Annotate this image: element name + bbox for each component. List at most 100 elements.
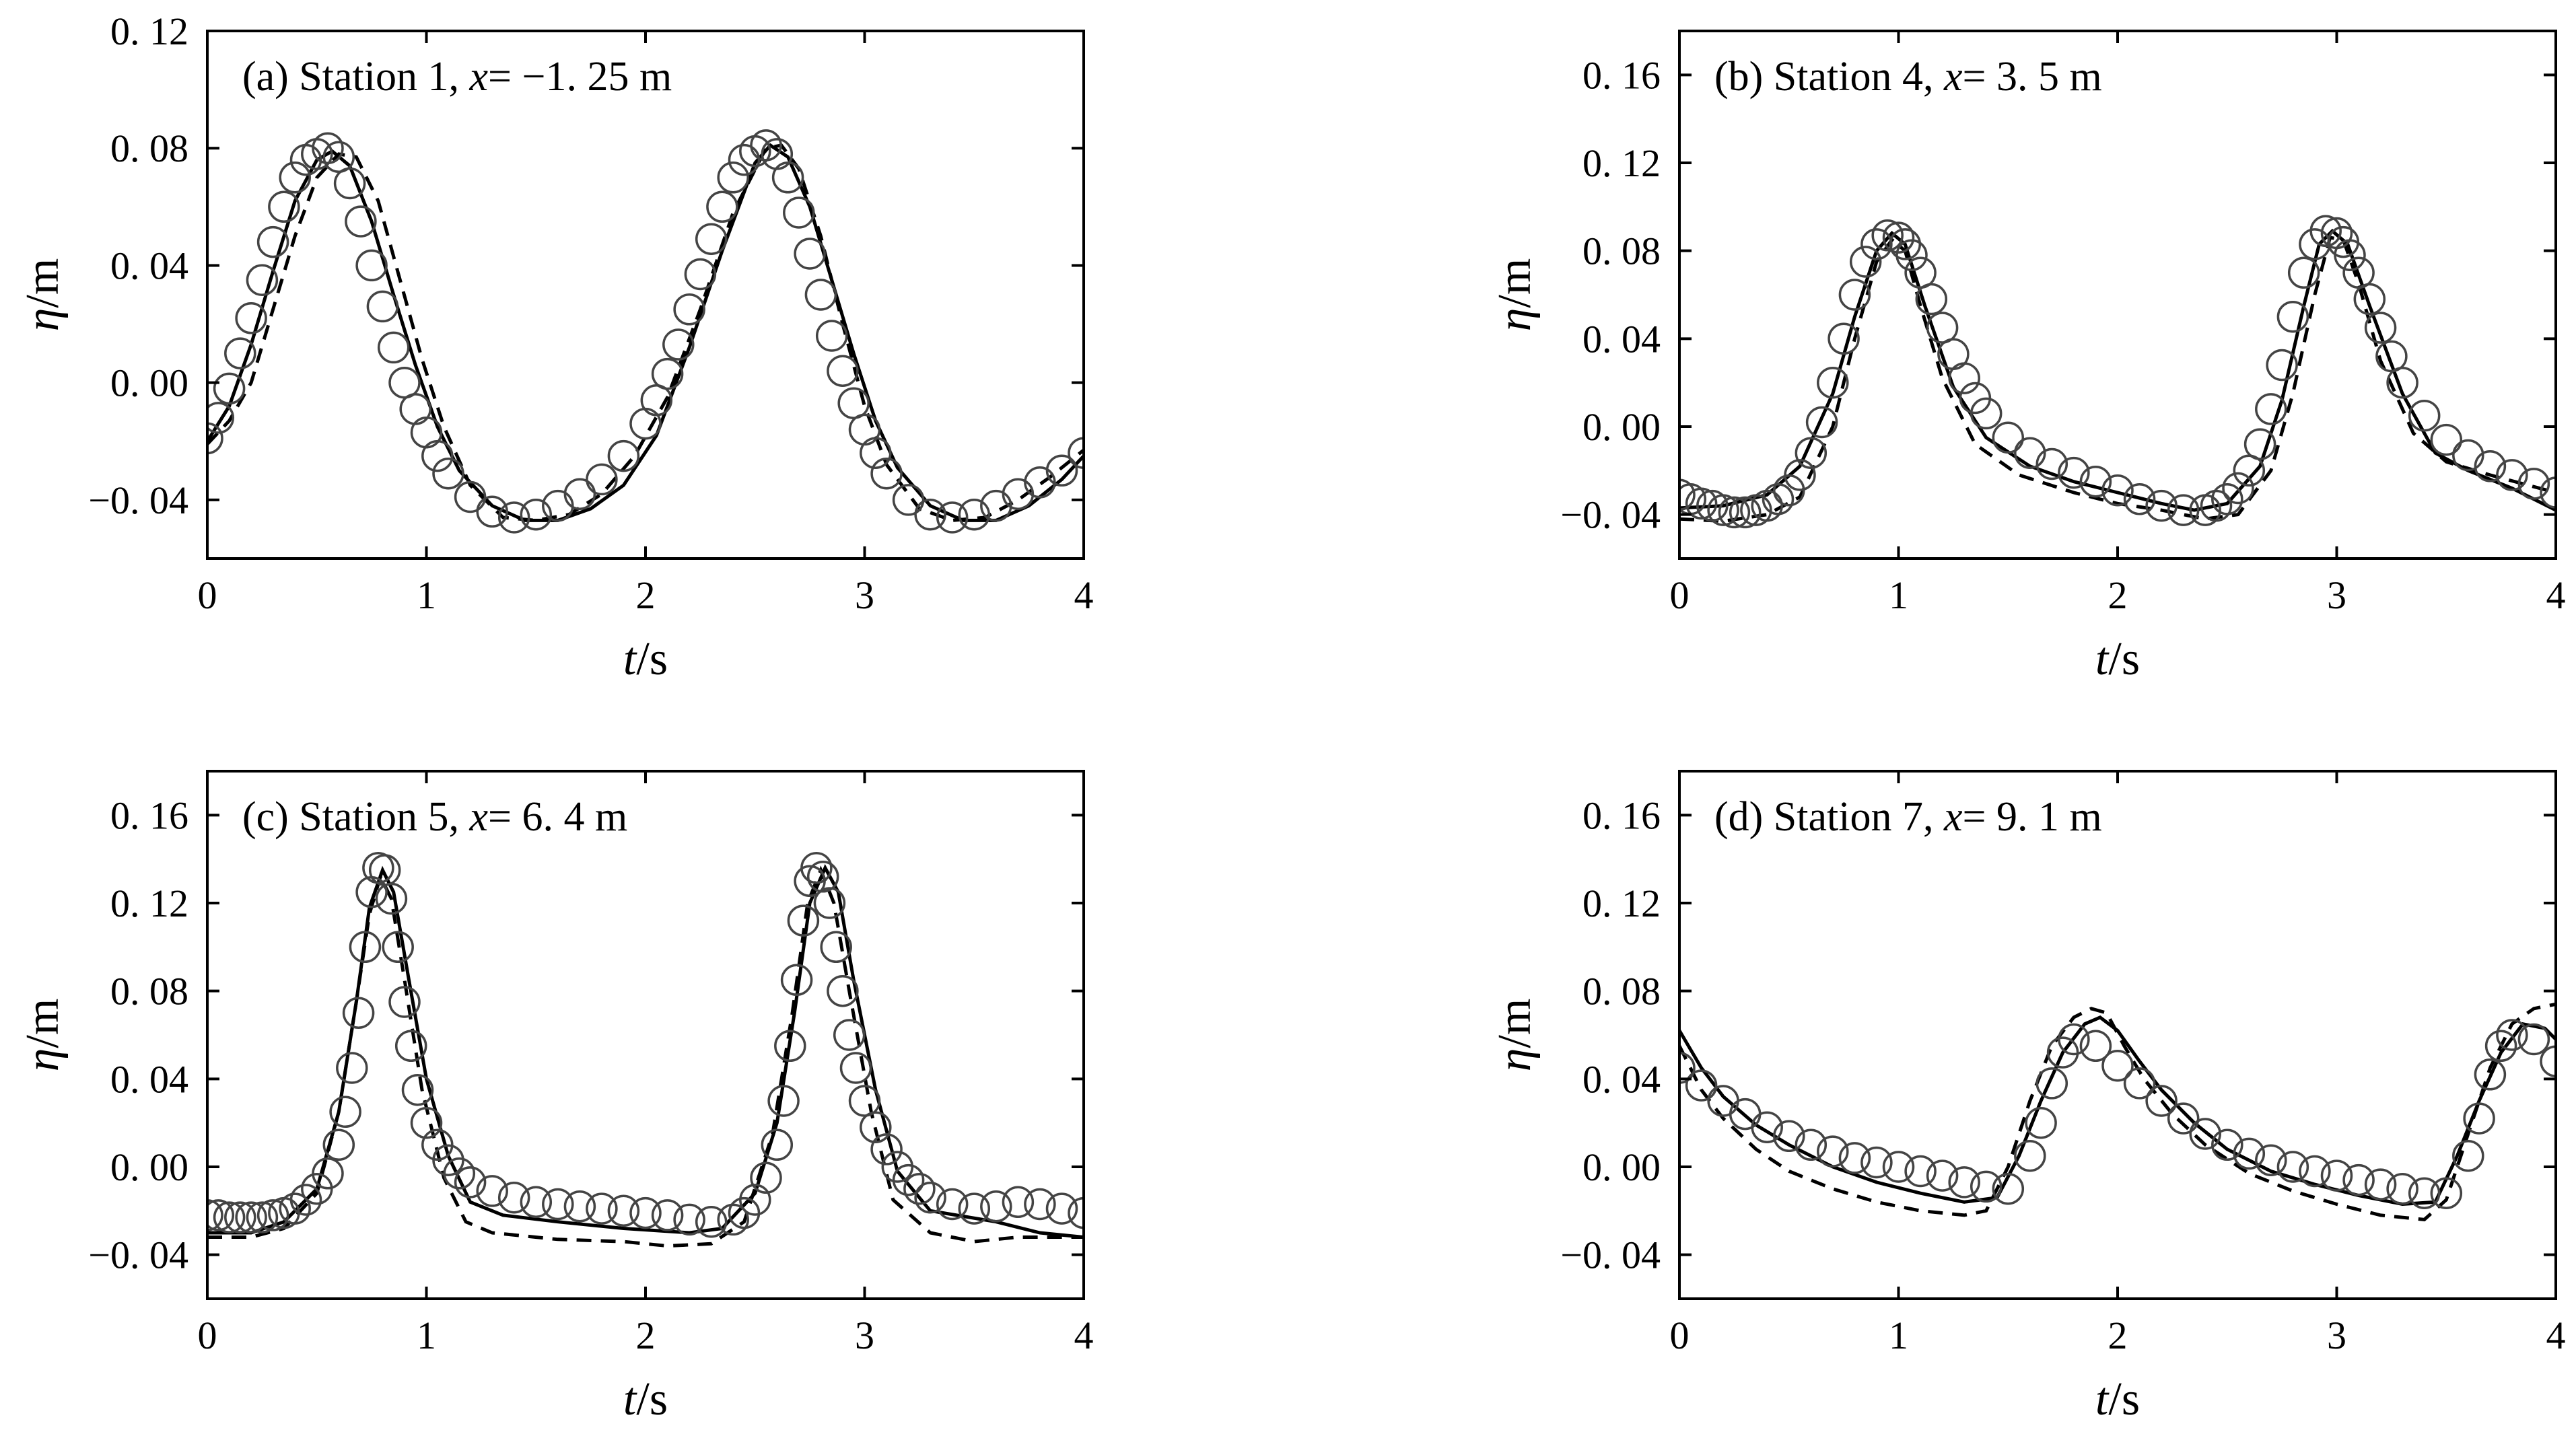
y-tick-label: 0. 08 [110,970,188,1013]
data-point [421,439,454,472]
data-point [2123,483,2156,515]
data-point [2101,474,2134,507]
data-point [388,366,421,399]
panel-2: 0 1 2 3 4 −0. 04 0. 00 0. 04 0. 08 0. 12 0. 16 (b) … [1489,30,2566,685]
data-point [892,484,925,516]
x-tick-label: 0 [1670,573,1690,617]
data-point [2386,1172,2418,1205]
y-tick-label: −0. 04 [1560,1233,1661,1277]
series-circles [207,851,1084,1238]
data-point [1948,362,1980,394]
x-tick-label: 3 [2327,573,2346,617]
data-point [312,1157,344,1190]
data-point [1992,1172,2025,1205]
data-point [345,205,377,238]
data-point [2334,239,2366,271]
panel-4: 0 1 2 3 4 −0. 04 0. 00 0. 04 0. 08 0. 12 0. 16 (d) … [1489,770,2566,1425]
panel-1: 0 1 2 3 4 −0. 04 0. 00 0. 04 0. 08 0. 12 (a) Stati… [17,9,1094,685]
data-point [563,478,596,510]
x-tick-label: 0 [1670,1314,1690,1357]
data-point [662,328,695,361]
data-point [673,293,705,326]
data-point [780,964,813,997]
data-point [2079,1030,2112,1063]
data-point [1729,496,1762,529]
data-point [804,279,837,311]
data-point [207,422,223,455]
y-tick-label: 0. 00 [110,361,188,405]
data-point [684,258,717,291]
data-point [1817,366,1849,399]
data-point [256,1199,289,1231]
data-point [2255,1144,2287,1176]
data-point [349,931,382,964]
series-solid-line [207,143,1084,522]
x-tick-label: 2 [2108,1314,2128,1357]
series-circles [207,129,1084,534]
y-axis-title: η/m [1489,258,1541,332]
y-tick-label: 0. 00 [1582,405,1661,449]
plot-frame [206,30,1085,560]
data-point [2309,215,2342,248]
x-tick-label: 2 [2108,573,2128,617]
data-point [2430,423,2463,456]
data-point [224,337,256,369]
data-point [813,887,846,919]
data-point [839,1052,872,1084]
data-point [1827,322,1860,355]
data-point [1068,1196,1084,1229]
data-point [520,1186,553,1219]
data-point [607,1194,640,1227]
data-point [268,190,300,223]
series-dashed-line [207,865,1084,1248]
data-point [783,196,815,229]
data-point [520,498,553,531]
x-tick-label: 0 [198,573,217,617]
data-point [1992,421,2025,454]
y-tick-label: −0. 04 [88,1233,188,1277]
data-point [800,851,833,884]
data-point [629,407,662,440]
data-point [820,931,852,964]
data-point [1751,1111,1783,1143]
data-point [399,393,431,425]
data-point [2496,459,2528,491]
data-point [1707,494,1739,526]
y-tick-label: 0. 04 [110,244,188,287]
data-point [815,320,848,352]
data-point [1773,1120,1805,1153]
data-point [1024,1188,1056,1221]
data-point [806,861,839,893]
x-tick-label: 1 [1889,573,1908,617]
y-axis-title: η/m [17,999,69,1072]
x-tick-label: 1 [1889,1314,1908,1357]
data-point [2299,228,2331,260]
data-point [1838,279,1871,311]
data-point [1707,1085,1739,1117]
data-point [289,1184,322,1216]
y-tick-label: 0. 08 [110,127,188,170]
data-point [2243,428,2276,460]
data-point [2276,1151,2309,1183]
y-tick-label: 0. 12 [110,9,188,53]
data-point [2474,1058,2507,1091]
data-point [476,495,508,528]
x-tick-label: 2 [636,573,656,617]
data-point [207,402,235,434]
data-point [1002,1186,1035,1219]
data-point [833,1019,866,1051]
x-tick-label: 4 [2546,1314,2566,1357]
data-point [1895,239,1928,271]
data-point [717,161,749,194]
data-point [695,223,728,255]
data-point [2540,476,2556,509]
data-point [2463,1102,2495,1135]
y-tick-label: 0. 04 [110,1057,188,1101]
data-point [1882,221,1915,254]
data-point [1838,1142,1871,1174]
data-point [235,1201,267,1233]
x-axis-title: t/s [2095,633,2140,685]
panel-3: 0 1 2 3 4 −0. 04 0. 00 0. 04 0. 08 0. 12 0. 16 (c) … [17,770,1094,1425]
data-point [2540,1045,2556,1077]
